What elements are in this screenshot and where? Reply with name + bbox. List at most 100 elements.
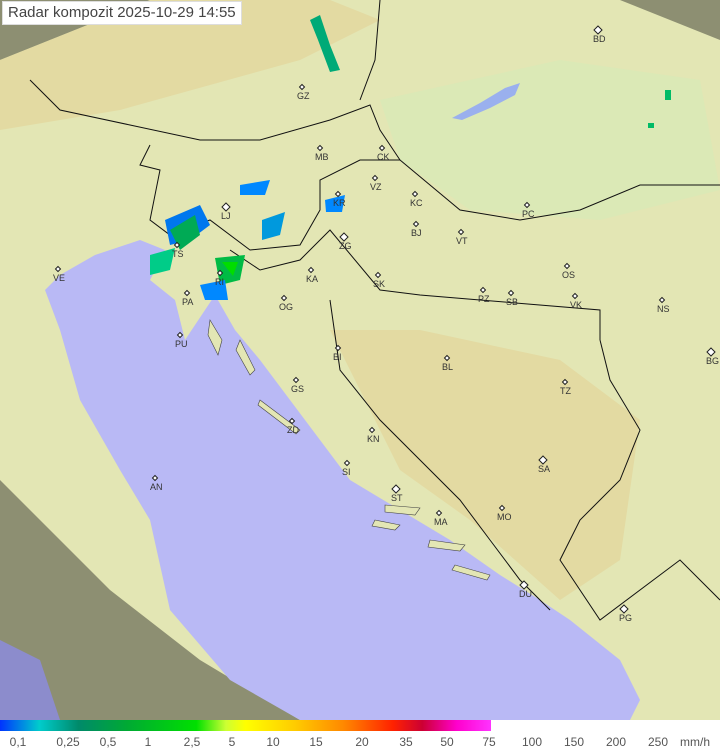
city-marker-icon: [593, 25, 603, 35]
city-label: SA: [538, 464, 550, 474]
legend-label: 20: [355, 735, 369, 749]
city-marker-icon: [339, 232, 349, 242]
city-marker-icon: [561, 378, 569, 386]
city-label: PA: [182, 297, 193, 307]
city-label: SK: [373, 279, 385, 289]
city-label: MO: [497, 512, 512, 522]
legend-label: 100: [521, 735, 543, 749]
city-marker-icon: [374, 271, 382, 279]
city-label: SI: [342, 467, 351, 477]
adriatic-sea: [45, 240, 640, 720]
city-marker-icon: [658, 296, 666, 304]
city-marker-icon: [571, 292, 579, 300]
legend-label: 0,25: [56, 735, 80, 749]
city-marker-icon: [507, 289, 515, 297]
city-label: OS: [562, 270, 575, 280]
city-marker-icon: [435, 509, 443, 517]
city-label: BL: [442, 362, 453, 372]
city-marker-icon: [479, 286, 487, 294]
city-label: GZ: [297, 91, 310, 101]
city-label: TZ: [560, 386, 571, 396]
legend-label: 15: [309, 735, 323, 749]
legend-label: 150: [563, 735, 585, 749]
radar-map[interactable]: BD GZ MB CK VZ KR KC LJ PC ZG BJ VT TS VE KA SK OS RI PA PZ…: [0, 0, 720, 720]
lower-left-sea: [0, 640, 60, 720]
city-marker-icon: [307, 266, 315, 274]
city-label: PU: [175, 339, 188, 349]
city-marker-icon: [216, 269, 224, 277]
city-marker-icon: [298, 83, 306, 91]
terrain-hills: [0, 0, 640, 600]
legend-label: 0,1: [9, 735, 27, 749]
city-label: MA: [434, 517, 448, 527]
city-marker-icon: [457, 228, 465, 236]
legend-labels: 0,1 0,25 0,5 1 2,5 5 10 15 20 35 50 75 100 150 200 250 m…: [0, 735, 720, 751]
city-label: VT: [456, 236, 468, 246]
city-marker-icon: [334, 344, 342, 352]
legend-color-bar: [0, 720, 491, 731]
legend-label: 2,5: [183, 735, 201, 749]
city-marker-icon: [334, 190, 342, 198]
map-title: Radar kompozit 2025-10-29 14:55: [2, 1, 242, 25]
city-label: AN: [150, 482, 163, 492]
city-marker-icon: [411, 190, 419, 198]
city-marker-icon: [706, 347, 716, 357]
city-marker-icon: [368, 426, 376, 434]
legend-label: 0,5: [99, 735, 117, 749]
city-label: LJ: [221, 211, 231, 221]
city-label: KA: [306, 274, 318, 284]
city-label: CK: [377, 152, 390, 162]
precipitation-echoes: [150, 15, 671, 300]
city-label: VZ: [370, 182, 382, 192]
city-marker-icon: [443, 354, 451, 362]
city-marker-icon: [412, 220, 420, 228]
city-marker-icon: [288, 417, 296, 425]
city-marker-icon: [173, 241, 181, 249]
city-marker-icon: [391, 484, 401, 494]
city-label: BG: [706, 356, 719, 366]
city-label: BD: [593, 34, 606, 44]
legend-label: 35: [399, 735, 413, 749]
lake-balaton: [452, 83, 520, 120]
country-borders: [29, 0, 720, 621]
city-marker-icon: [54, 265, 62, 273]
legend-label: 10: [266, 735, 280, 749]
city-label: ZG: [339, 241, 352, 251]
city-marker-icon: [378, 144, 386, 152]
city-marker-icon: [221, 202, 231, 212]
city-marker-icon: [343, 459, 351, 467]
legend-label: 5: [228, 735, 236, 749]
city-marker-icon: [176, 331, 184, 339]
city-label: PG: [619, 613, 632, 623]
city-label: SB: [506, 297, 518, 307]
city-label: RI: [215, 277, 224, 287]
city-label: ST: [391, 493, 403, 503]
city-marker-icon: [151, 474, 159, 482]
city-marker-icon: [523, 201, 531, 209]
city-marker-icon: [183, 289, 191, 297]
city-marker-icon: [619, 604, 629, 614]
city-marker-icon: [519, 580, 529, 590]
city-label: NS: [657, 304, 670, 314]
city-label: KN: [367, 434, 380, 444]
city-label: OG: [279, 302, 293, 312]
legend-label: 250: [647, 735, 669, 749]
islands: [207, 319, 491, 581]
city-marker-icon: [280, 294, 288, 302]
city-label: BI: [333, 352, 342, 362]
city-label: VE: [53, 273, 65, 283]
city-label: PC: [522, 209, 535, 219]
city-label: VK: [570, 300, 582, 310]
city-marker-icon: [498, 504, 506, 512]
city-marker-icon: [316, 144, 324, 152]
city-label: GS: [291, 384, 304, 394]
legend-label: 50: [440, 735, 454, 749]
legend-label: 1: [144, 735, 152, 749]
legend-unit: mm/h: [680, 735, 710, 749]
city-label: KR: [333, 198, 346, 208]
city-markers: BD GZ MB CK VZ KR KC LJ PC ZG BJ VT TS VE KA SK OS RI PA PZ…: [53, 25, 719, 623]
city-marker-icon: [563, 262, 571, 270]
city-marker-icon: [292, 376, 300, 384]
city-label: MB: [315, 152, 329, 162]
city-label: KC: [410, 198, 423, 208]
